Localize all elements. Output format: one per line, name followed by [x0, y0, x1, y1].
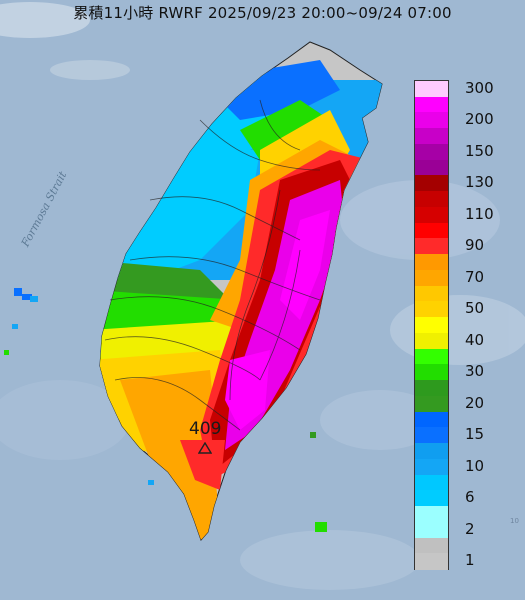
legend-label: 90: [465, 236, 485, 255]
legend-swatch: [415, 395, 448, 413]
legend-swatch: [415, 443, 448, 460]
legend-swatch: [415, 427, 448, 444]
map-title: 累積11小時 RWRF 2025/09/23 20:00~09/24 07:00: [73, 4, 452, 22]
legend-swatch: [415, 380, 448, 397]
legend-label: 10: [465, 456, 485, 475]
legend-swatch: [415, 332, 448, 350]
legend-swatch: [415, 254, 448, 271]
legend-label: 70: [465, 267, 485, 286]
legend-swatch: [415, 206, 448, 224]
legend-swatch: [415, 96, 448, 114]
legend-label: 50: [465, 299, 485, 318]
legend-swatch: [415, 506, 448, 523]
legend-label: 110: [465, 204, 494, 223]
legend-swatch: [415, 521, 448, 539]
legend-swatch: [415, 537, 448, 554]
legend-swatch: [415, 285, 448, 302]
legend-swatch: [415, 191, 448, 208]
corner-label: 10: [510, 517, 519, 525]
legend-label: 300: [465, 78, 494, 97]
legend-swatch: [415, 490, 448, 507]
legend-label: 1: [465, 551, 475, 570]
max-value-triangle-icon: [198, 442, 212, 454]
legend-label: 200: [465, 110, 494, 129]
legend-swatch: [415, 143, 448, 161]
legend-label: 20: [465, 393, 485, 412]
legend-label: 2: [465, 519, 475, 538]
legend-label: 15: [465, 425, 485, 444]
offshore-islands: [4, 288, 327, 532]
legend-swatch: [415, 81, 448, 98]
legend-swatch: [415, 411, 448, 428]
legend-label: 150: [465, 141, 494, 160]
legend-label: 40: [465, 330, 485, 349]
legend-swatch: [415, 317, 448, 334]
legend-swatch: [415, 175, 448, 192]
legend-swatch: [415, 269, 448, 287]
legend-label: 6: [465, 488, 475, 507]
legend-swatch: [415, 112, 448, 129]
rainfall-zones: [100, 60, 382, 540]
legend-swatch: [415, 364, 448, 381]
legend-color-bar: [414, 80, 449, 570]
legend-swatch: [415, 348, 448, 365]
legend-label: 30: [465, 362, 485, 381]
boundary-lines: [104, 99, 321, 431]
legend-label: 130: [465, 173, 494, 192]
legend-swatch: [415, 474, 448, 491]
max-value-label: 409: [189, 419, 222, 439]
legend-swatch: [415, 222, 448, 239]
legend-swatch: [415, 553, 448, 570]
legend-swatch: [415, 128, 448, 145]
legend-swatch: [415, 238, 448, 255]
legend-swatch: [415, 159, 448, 177]
legend-swatch: [415, 458, 448, 476]
legend-swatch: [415, 301, 448, 318]
